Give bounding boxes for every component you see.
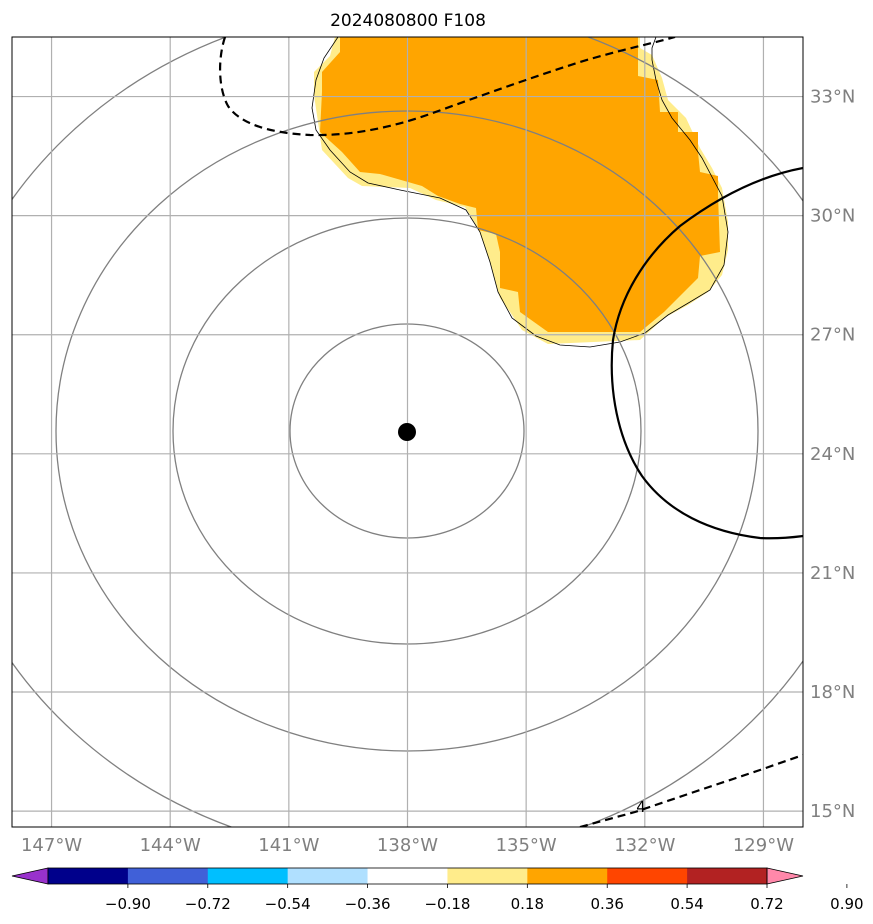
dashed-contour-south xyxy=(579,753,803,827)
lat-tick-label: 18°N xyxy=(810,682,855,703)
colorbar-frame xyxy=(47,867,768,885)
colorbar-segment xyxy=(527,868,608,884)
lon-tick-label: 135°W xyxy=(496,835,557,856)
colorbar: −0.90 −0.72 −0.54 −0.36 −0.18 0.18 0.36 0.54 0.7… xyxy=(11,867,864,913)
lat-tick-label: 33°N xyxy=(810,87,855,108)
lat-tick-label: 27°N xyxy=(810,325,855,346)
lon-tick-label: 147°W xyxy=(21,835,82,856)
longitude-tick-labels: 147°W 144°W 141°W 138°W 135°W 132°W 129°W xyxy=(21,835,794,856)
figure-title: 2024080800 F108 xyxy=(330,11,486,31)
plot-frame xyxy=(11,36,804,828)
colorbar-tick-label: 0.90 xyxy=(830,895,863,913)
colorbar-segments xyxy=(48,868,768,884)
colorbar-segment xyxy=(127,868,209,884)
lat-tick-label: 21°N xyxy=(810,563,855,584)
lat-tick-label: 24°N xyxy=(810,444,855,465)
latitude-tick-labels: 15°N 18°N 21°N 24°N 27°N 30°N 33°N xyxy=(810,87,855,823)
colorbar-segment xyxy=(207,868,289,884)
colorbar-tick-label: −0.72 xyxy=(185,895,231,913)
lon-tick-label: 144°W xyxy=(140,835,201,856)
contour-label: 4 xyxy=(636,798,646,816)
colorbar-tick-label: 0.36 xyxy=(591,895,624,913)
solid-contour-east xyxy=(610,166,803,540)
lat-tick-label: 30°N xyxy=(810,206,855,227)
colorbar-segment xyxy=(687,868,768,884)
colorbar-tick-labels: −0.90 −0.72 −0.54 −0.36 −0.18 0.18 0.36 0.54 0.7… xyxy=(105,884,864,913)
colorbar-tick-label: −0.90 xyxy=(105,895,151,913)
colorbar-tick-label: −0.54 xyxy=(265,895,311,913)
lon-tick-label: 138°W xyxy=(377,835,438,856)
colorbar-extend-high xyxy=(766,867,804,885)
thin-field-contour xyxy=(311,37,729,348)
colorbar-segment xyxy=(607,868,688,884)
colorbar-segment xyxy=(367,868,448,884)
storm-center-marker xyxy=(398,423,416,441)
dashed-contour-north xyxy=(218,37,676,137)
colorbar-tick-label: 0.54 xyxy=(670,895,703,913)
lon-tick-label: 132°W xyxy=(614,835,675,856)
lon-tick-label: 129°W xyxy=(733,835,794,856)
lon-tick-label: 141°W xyxy=(258,835,319,856)
colorbar-tick-label: −0.36 xyxy=(345,895,391,913)
colorbar-tick-label: 0.18 xyxy=(511,895,544,913)
lat-tick-label: 15°N xyxy=(810,801,855,822)
colorbar-segment xyxy=(287,868,368,884)
colorbar-segment xyxy=(48,868,129,884)
colorbar-tick-label: 0.72 xyxy=(750,895,783,913)
colorbar-segment xyxy=(447,868,528,884)
colorbar-extend-low xyxy=(11,867,49,885)
colorbar-tick-label: −0.18 xyxy=(424,895,470,913)
